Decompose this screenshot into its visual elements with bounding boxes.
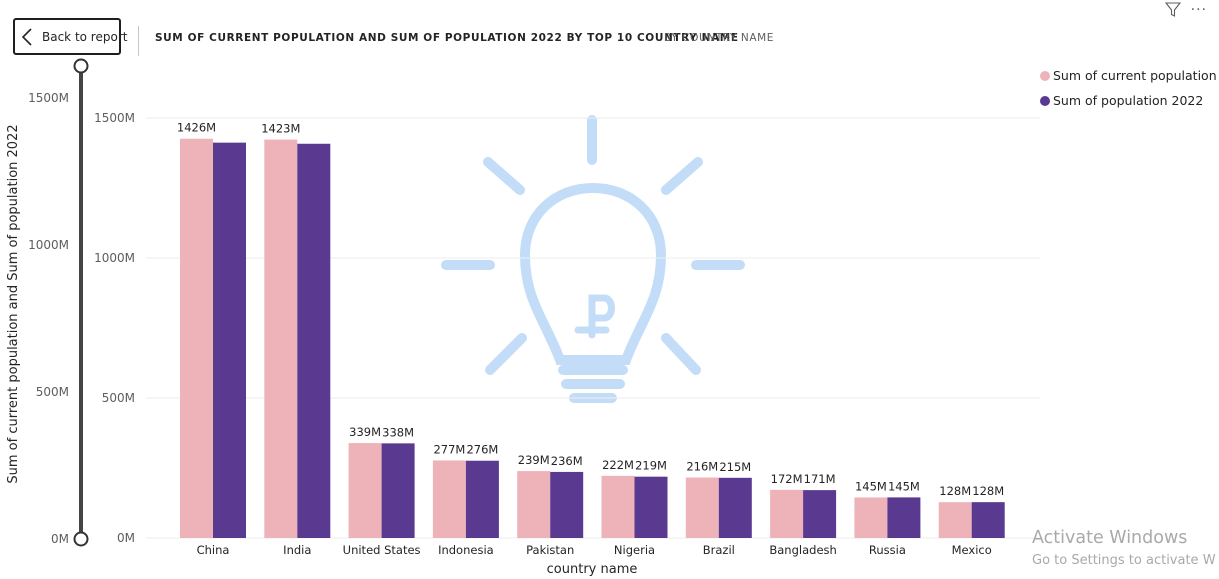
back-to-report-label: Back to report — [42, 30, 128, 44]
data-label: 338M — [382, 425, 414, 439]
data-label: 145M — [888, 479, 920, 493]
data-label: 222M — [602, 458, 634, 472]
slider-tick-label: 1500M — [28, 91, 69, 105]
bar-population-2022[interactable] — [213, 142, 246, 538]
chart-legend: Sum of current population Sum of populat… — [1040, 63, 1217, 113]
bar-current-population[interactable] — [770, 489, 804, 538]
chevron-left-icon — [21, 28, 32, 46]
data-label: 145M — [855, 479, 887, 493]
bar-current-population[interactable] — [601, 475, 635, 538]
bar-current-population[interactable] — [348, 443, 382, 538]
bar-current-population[interactable] — [264, 139, 298, 538]
legend-label-current: Sum of current population — [1053, 68, 1217, 83]
x-axis-title: country name — [547, 562, 638, 577]
bar-population-2022[interactable] — [634, 476, 668, 538]
x-tick-label: India — [283, 543, 311, 557]
data-label: 216M — [686, 460, 718, 474]
bar-population-2022[interactable] — [803, 490, 837, 538]
x-tick-label: Nigeria — [614, 543, 655, 557]
bar-population-2022[interactable] — [718, 477, 752, 538]
bar-current-population[interactable] — [180, 138, 213, 538]
bar-population-2022[interactable] — [971, 502, 1005, 538]
more-options-icon[interactable]: ··· — [1190, 2, 1207, 18]
visual-subtitle: BY COUNTRY NAME — [664, 32, 775, 44]
bar-current-population[interactable] — [517, 471, 551, 538]
legend-item-current-population[interactable]: Sum of current population — [1040, 63, 1217, 88]
bar-current-population[interactable] — [432, 460, 466, 538]
back-to-report-button[interactable]: Back to report — [13, 18, 127, 55]
activate-windows-title: Activate Windows — [1032, 528, 1188, 548]
slider-tick-label: 500M — [36, 385, 69, 399]
filter-icon[interactable] — [1164, 2, 1181, 18]
x-tick-label: Mexico — [952, 543, 992, 557]
bar-population-2022[interactable] — [297, 143, 331, 538]
visual-title: SUM OF CURRENT POPULATION AND SUM OF POP… — [155, 32, 739, 44]
header-divider — [138, 26, 139, 56]
data-label: 1423M — [261, 122, 300, 136]
bar-current-population[interactable] — [854, 497, 888, 538]
x-tick-label: China — [197, 543, 230, 557]
data-label: 339M — [349, 425, 381, 439]
lightbulb-watermark-icon — [441, 115, 745, 403]
legend-swatch-2022 — [1040, 95, 1050, 106]
data-label: 276M — [466, 443, 498, 457]
activate-windows-subtitle: Go to Settings to activate W — [1032, 553, 1216, 568]
x-tick-label: Indonesia — [438, 543, 494, 557]
bar-population-2022[interactable] — [550, 471, 584, 538]
slider-tick-label: 1000M — [28, 238, 69, 252]
data-label: 171M — [804, 472, 836, 486]
y-axis-title: Sum of current population and Sum of pop… — [6, 124, 21, 483]
bar-current-population[interactable] — [685, 477, 719, 538]
y-tick-label: 1000M — [94, 251, 135, 265]
zoom-slider-bottom-handle[interactable] — [73, 531, 89, 547]
data-label: 219M — [635, 459, 667, 473]
x-tick-label: Russia — [869, 543, 906, 557]
x-tick-label: Brazil — [703, 543, 735, 557]
data-label: 239M — [518, 453, 550, 467]
data-label: 172M — [771, 472, 803, 486]
bar-current-population[interactable] — [938, 502, 972, 538]
y-tick-label: 1500M — [94, 111, 135, 125]
data-label: 277M — [433, 442, 465, 456]
zoom-slider-top-handle[interactable] — [73, 58, 89, 74]
data-label: 215M — [719, 460, 751, 474]
x-tick-label: Pakistan — [526, 543, 574, 557]
legend-label-2022: Sum of population 2022 — [1053, 93, 1204, 108]
data-label: 128M — [972, 484, 1004, 498]
legend-item-population-2022[interactable]: Sum of population 2022 — [1040, 88, 1217, 113]
bar-population-2022[interactable] — [381, 443, 415, 538]
x-tick-label: Bangladesh — [769, 543, 836, 557]
y-tick-label: 0M — [117, 531, 135, 545]
data-label: 1426M — [177, 121, 216, 135]
y-tick-label: 500M — [102, 391, 135, 405]
slider-tick-label: 0M — [51, 532, 69, 546]
bar-population-2022[interactable] — [887, 497, 921, 538]
x-tick-label: United States — [343, 543, 421, 557]
bar-population-2022[interactable] — [465, 460, 499, 538]
legend-swatch-current — [1040, 70, 1050, 81]
data-label: 128M — [939, 484, 971, 498]
data-label: 236M — [551, 454, 583, 468]
visual-header-icons: ··· — [1164, 2, 1207, 18]
